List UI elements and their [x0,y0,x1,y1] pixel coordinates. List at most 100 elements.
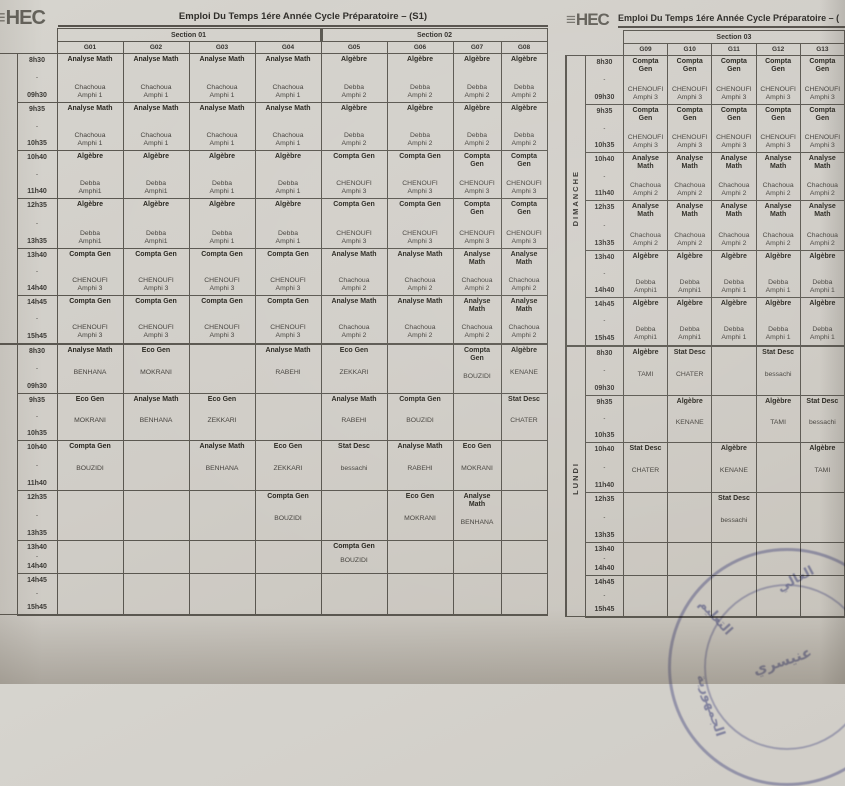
section-header: Section 01 [56,28,322,42]
section-header: Section 02 [319,28,548,42]
time-cell: 14h45-15h45 [16,573,58,616]
header-spacer [566,44,623,56]
class-cell: Analyse Math BENHANA [452,490,502,541]
empty-cell [320,490,388,541]
time-cell: 10h40-11h40 [16,440,58,491]
empty-cell [122,573,190,616]
group-header: G04 [254,41,322,54]
class-cell: Algèbre Debba Amphi1 [622,297,669,346]
empty-cell [711,344,757,396]
class-cell: Compta Gen CHENOUFI Amphi 3 [122,248,190,296]
empty-cell [622,395,669,443]
empty-cell [500,490,548,541]
class-cell: Analyse Math Chachoua Amphi 2 [320,295,388,344]
empty-cell [56,490,124,541]
empty-cell [667,442,713,493]
class-cell: Analyse Math RABEHI [386,440,454,491]
group-header: G08 [500,41,548,54]
class-cell: Analyse Math Chachoua Amphi 2 [386,248,454,296]
time-cell: 8h30-09h30 [16,342,58,394]
class-cell: Compta Gen CHENOUFI Amphi 3 [452,150,502,199]
class-cell: Analyse Math Chachoua Amphi 2 [711,200,757,251]
class-cell: Compta Gen BOUZIDI [452,342,502,394]
class-cell: Algèbre TAMI [622,344,669,396]
class-cell: Compta Gen BOUZIDI [320,540,388,574]
time-cell: 13h40-14h40 [16,248,58,296]
time-cell: 8h30-09h30 [584,55,624,105]
empty-cell [622,492,669,543]
class-cell: Eco Gen ZEKKARI [254,440,322,491]
class-cell: Compta Gen CHENOUFI Amphi 3 [622,55,669,105]
time-cell: 13h40-14h40 [584,250,624,298]
group-header: G07 [452,41,502,54]
empty-cell [667,575,713,618]
empty-cell [452,573,502,616]
group-header: G01 [56,41,124,54]
class-cell: Analyse Math Chachoua Amphi 1 [254,102,322,151]
empty-cell [452,540,502,574]
class-cell: Compta Gen CHENOUFI Amphi 3 [254,295,322,344]
class-cell: Analyse Math Chachoua Amphi 1 [56,102,124,151]
class-cell: Compta Gen CHENOUFI Amphi 3 [56,295,124,344]
class-cell: Stat Desc bessachi [320,440,388,491]
class-cell: Algèbre Debba Amphi 1 [711,250,757,298]
class-cell: Compta Gen CHENOUFI Amphi 3 [122,295,190,344]
empty-cell [799,344,845,396]
day-label: LUNDI [571,462,581,496]
group-header: G09 [622,43,669,56]
class-cell: Compta Gen BOUZIDI [56,440,124,491]
time-cell: 12h35-13h35 [584,200,624,251]
time-cell: 12h35-13h35 [584,492,624,543]
empty-cell [755,442,801,493]
day-label-cell: DIMANCHE [564,55,586,346]
class-cell: Eco Gen ZEKKARI [320,342,388,394]
class-cell: Eco Gen MOKRANI [386,490,454,541]
class-cell: Analyse Math Chachoua Amphi 1 [122,102,190,151]
header-spacer [0,29,57,42]
empty-cell [799,492,845,543]
page-title-left: Emploi Du Temps 1ére Année Cycle Prépara… [58,11,548,27]
empty-cell [188,573,256,616]
empty-cell [188,490,256,541]
class-cell: Algèbre KENANE [500,342,548,394]
group-header: G03 [188,41,256,54]
header-spacer [0,42,57,54]
page-title-right: Emploi Du Temps 1ére Année Cycle Prépara… [618,13,845,28]
class-cell: Compta Gen BOUZIDI [254,490,322,541]
time-cell: 12h35-13h35 [16,490,58,541]
day-label-cell [0,53,18,344]
class-cell: Compta Gen CHENOUFI Amphi 3 [188,295,256,344]
class-cell: Algèbre Debba Amphi 1 [799,250,845,298]
class-cell: Algèbre Debba Amphi 1 [188,198,256,249]
class-cell: Compta Gen CHENOUFI Amphi 3 [755,55,801,105]
class-cell: Algèbre Debba Amphi1 [56,150,124,199]
empty-cell [711,542,757,576]
group-header: G11 [711,43,757,56]
hec-logo: HEC [0,8,46,28]
class-cell: Algèbre Debba Amphi 2 [500,53,548,103]
class-cell: Algèbre KENANE [711,442,757,493]
class-cell: Compta Gen CHENOUFI Amphi 3 [320,150,388,199]
class-cell: Eco Gen ZEKKARI [188,393,256,441]
empty-cell [188,540,256,574]
class-cell: Compta Gen CHENOUFI Amphi 3 [386,198,454,249]
empty-cell [711,575,757,618]
class-cell: Analyse Math BENHANA [122,393,190,441]
class-cell: Algèbre Debba Amphi1 [667,250,713,298]
class-cell: Analyse Math Chachoua Amphi 2 [667,200,713,251]
scanned-timetable-photo: { "page": { "logo_text": "HEC", "stamp":… [0,0,845,684]
class-cell: Compta Gen CHENOUFI Amphi 3 [386,150,454,199]
class-cell: Stat Desc bessachi [711,492,757,543]
class-cell: Analyse Math BENHANA [56,342,124,394]
empty-cell [799,542,845,576]
group-header: G12 [755,43,801,56]
class-cell: Compta Gen CHENOUFI Amphi 3 [799,55,845,105]
empty-cell [254,540,322,574]
time-cell: 9h35-10h35 [16,393,58,441]
time-cell: 9h35-10h35 [584,395,624,443]
empty-cell [500,540,548,574]
group-header: G13 [799,43,845,56]
time-cell: 14h45-15h45 [16,295,58,344]
class-cell: Analyse Math Chachoua Amphi 2 [622,152,669,201]
class-cell: Stat Desc bessachi [755,344,801,396]
